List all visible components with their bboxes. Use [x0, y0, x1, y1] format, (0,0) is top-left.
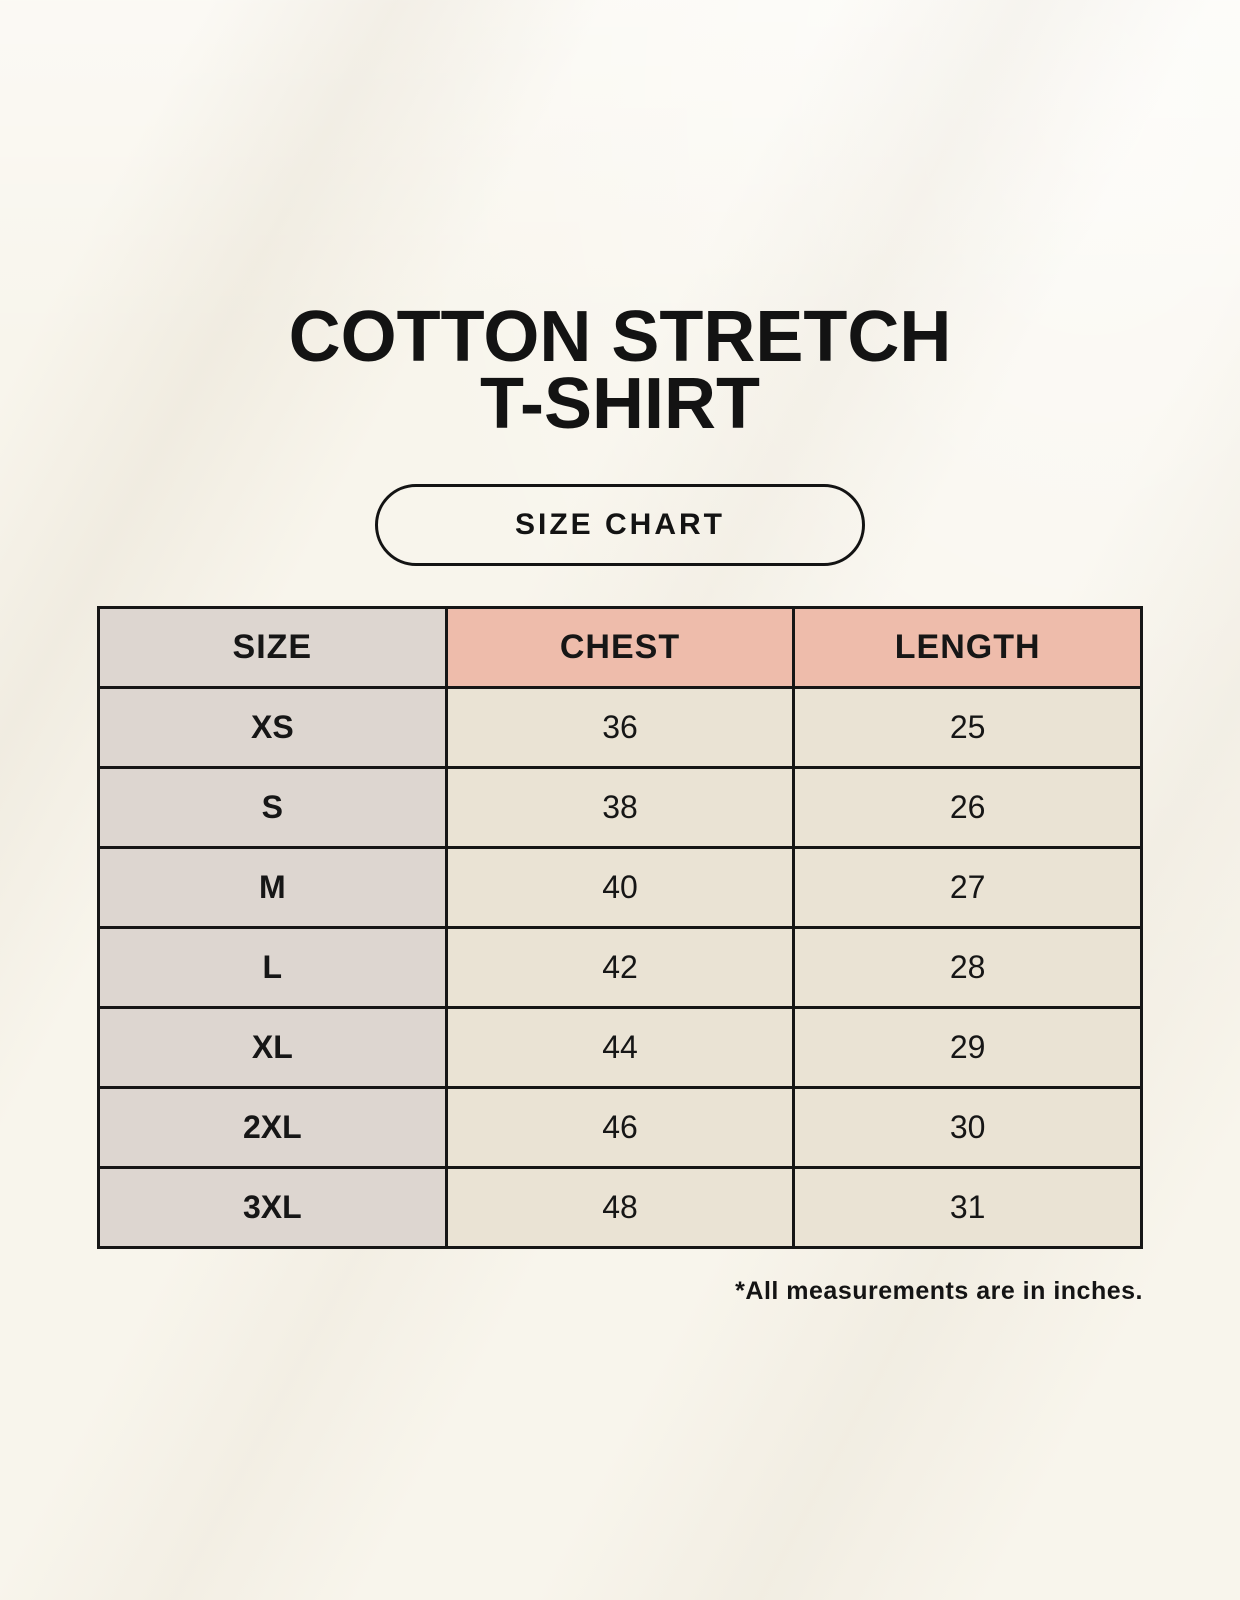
size-cell: S: [97, 766, 448, 849]
size-cell: 3XL: [97, 1166, 448, 1249]
title-line-1: COTTON STRETCH: [288, 297, 952, 377]
size-chart-badge: SIZE CHART: [375, 484, 865, 566]
chest-cell: 40: [444, 846, 796, 929]
chest-cell: 44: [444, 1006, 796, 1089]
page-title: COTTON STRETCH T-SHIRT: [0, 301, 1240, 440]
size-table-body: XS 36 25 S 38 26 M 40 27 L 42 28 XL 44 29 2XL 46 30 3XL 48 3…: [97, 686, 1143, 1249]
size-cell: XS: [97, 686, 448, 769]
length-cell: 30: [792, 1086, 1143, 1169]
table-row-s: S 38 26: [97, 766, 1143, 849]
chest-cell: 48: [444, 1166, 796, 1249]
size-table-header: SIZE CHEST LENGTH: [97, 606, 1143, 689]
size-cell: 2XL: [97, 1086, 448, 1169]
table-row-m: M 40 27: [97, 846, 1143, 929]
table-row-xs: XS 36 25: [97, 686, 1143, 769]
chest-cell: 38: [444, 766, 796, 849]
header-cell-chest: CHEST: [444, 606, 796, 689]
size-cell: M: [97, 846, 448, 929]
table-row-3xl: 3XL 48 31: [97, 1166, 1143, 1249]
length-cell: 28: [792, 926, 1143, 1009]
title-line-2: T-SHIRT: [480, 364, 760, 444]
length-cell: 29: [792, 1006, 1143, 1089]
length-cell: 27: [792, 846, 1143, 929]
table-row-l: L 42 28: [97, 926, 1143, 1009]
length-cell: 31: [792, 1166, 1143, 1249]
measurements-footnote: *All measurements are in inches.: [735, 1277, 1143, 1305]
header-cell-length: LENGTH: [792, 606, 1143, 689]
header-cell-size: SIZE: [97, 606, 448, 689]
length-cell: 25: [792, 686, 1143, 769]
chest-cell: 42: [444, 926, 796, 1009]
length-cell: 26: [792, 766, 1143, 849]
size-cell: L: [97, 926, 448, 1009]
size-cell: XL: [97, 1006, 448, 1089]
size-table: SIZE CHEST LENGTH XS 36 25 S 38 26 M 40 27 L 42 28 XL 4…: [97, 606, 1143, 1249]
size-chart-badge-label: SIZE CHART: [515, 508, 725, 541]
chest-cell: 46: [444, 1086, 796, 1169]
chest-cell: 36: [444, 686, 796, 769]
header-row: SIZE CHEST LENGTH: [97, 606, 1143, 689]
table-row-xl: XL 44 29: [97, 1006, 1143, 1089]
table-row-2xl: 2XL 46 30: [97, 1086, 1143, 1169]
